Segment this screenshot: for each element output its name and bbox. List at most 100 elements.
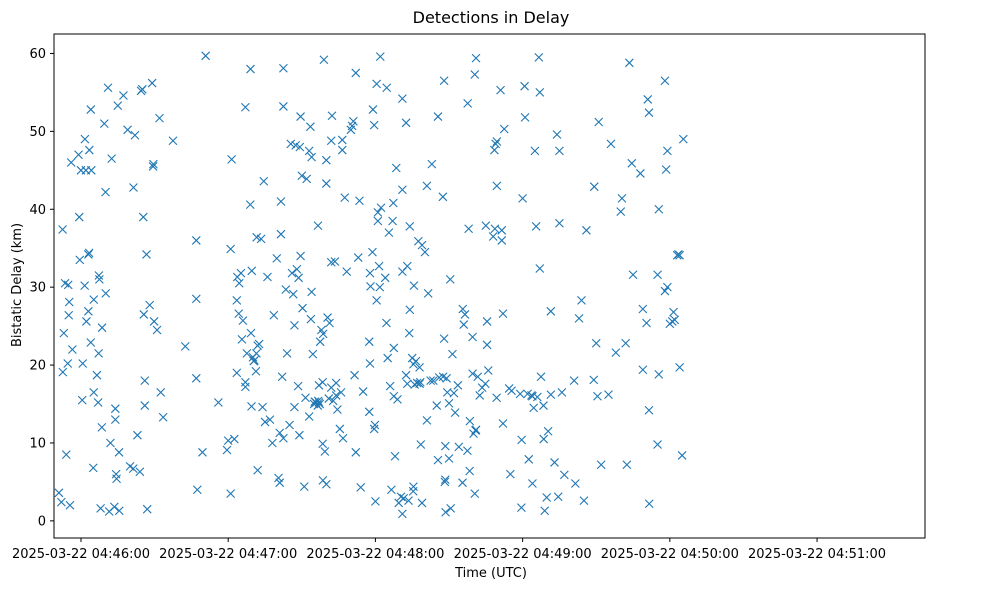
- data-point: [532, 392, 542, 402]
- data-point: [65, 500, 75, 510]
- data-point: [114, 447, 124, 457]
- data-point: [559, 470, 569, 480]
- data-point: [369, 120, 379, 130]
- data-point: [326, 136, 336, 146]
- data-point: [515, 389, 525, 399]
- data-point: [555, 218, 564, 228]
- data-point: [227, 155, 237, 164]
- data-point: [265, 415, 275, 424]
- y-tick-label: 0: [38, 514, 46, 529]
- data-point: [675, 250, 685, 260]
- data-point: [459, 320, 469, 329]
- data-point: [319, 55, 329, 65]
- data-point: [286, 139, 296, 149]
- y-axis: 0 10 20 30 40 50 60: [29, 47, 54, 529]
- data-point: [320, 447, 330, 456]
- data-point: [441, 507, 450, 517]
- data-point: [138, 212, 148, 222]
- plot-area: [54, 51, 688, 519]
- data-point: [66, 158, 76, 167]
- data-point: [139, 310, 149, 319]
- data-point: [281, 285, 291, 294]
- data-point: [226, 244, 236, 254]
- data-point: [368, 105, 378, 114]
- data-point: [365, 359, 375, 368]
- data-point: [442, 373, 451, 383]
- data-point: [198, 447, 207, 457]
- data-point: [535, 88, 545, 97]
- data-point: [97, 422, 107, 432]
- data-point: [263, 272, 272, 282]
- data-point: [368, 247, 377, 257]
- x-tick-label: 2025-03-22 04:50:00: [601, 547, 739, 562]
- data-point: [642, 318, 651, 328]
- plot-frame: [53, 33, 926, 539]
- data-point: [348, 116, 358, 126]
- data-point: [315, 337, 325, 347]
- data-point: [276, 197, 286, 206]
- data-point: [465, 466, 475, 476]
- data-point: [351, 68, 361, 78]
- y-tick-label: 20: [29, 359, 46, 374]
- data-point: [338, 433, 348, 443]
- data-point: [234, 309, 244, 319]
- data-point: [238, 316, 248, 326]
- data-point: [59, 328, 69, 338]
- data-point: [147, 78, 157, 88]
- data-point: [677, 451, 687, 460]
- data-point: [371, 496, 380, 506]
- data-point: [61, 450, 71, 460]
- data-point: [350, 370, 359, 380]
- data-point: [315, 399, 325, 409]
- data-point: [63, 280, 73, 290]
- data-point: [374, 261, 384, 271]
- data-point: [518, 193, 528, 203]
- data-point: [593, 391, 602, 401]
- data-point: [432, 401, 442, 410]
- data-point: [542, 493, 552, 502]
- data-point: [140, 376, 150, 386]
- data-point: [308, 349, 318, 359]
- data-point: [275, 478, 285, 488]
- data-point: [654, 204, 664, 214]
- data-point: [294, 273, 304, 283]
- data-point: [440, 441, 450, 451]
- data-point: [404, 328, 414, 338]
- data-point: [89, 295, 99, 305]
- data-point: [110, 404, 120, 414]
- data-point: [80, 134, 90, 144]
- data-point: [417, 498, 427, 508]
- data-point: [119, 91, 128, 100]
- data-point: [470, 489, 480, 498]
- data-point: [337, 145, 347, 155]
- data-point: [226, 489, 236, 498]
- data-point: [142, 250, 151, 259]
- data-point: [454, 442, 464, 452]
- data-point: [453, 380, 463, 390]
- data-point: [490, 224, 500, 234]
- y-tick-label: 50: [29, 125, 46, 140]
- data-point: [653, 440, 662, 449]
- data-point: [540, 506, 550, 516]
- data-point: [507, 386, 516, 396]
- data-point: [604, 390, 613, 400]
- data-point: [491, 139, 501, 149]
- data-point: [258, 402, 267, 412]
- data-point: [415, 363, 424, 372]
- data-point: [330, 257, 340, 266]
- data-point: [606, 139, 616, 149]
- data-point: [306, 122, 315, 132]
- data-point: [445, 274, 455, 284]
- data-point: [232, 368, 242, 378]
- data-point: [260, 417, 270, 427]
- data-point: [529, 403, 539, 413]
- data-point: [86, 105, 96, 114]
- data-point: [180, 341, 190, 351]
- data-point: [133, 430, 142, 440]
- data-point: [296, 112, 305, 121]
- data-point: [539, 434, 549, 444]
- data-point: [520, 81, 529, 91]
- data-point: [326, 257, 336, 267]
- data-point: [93, 398, 103, 407]
- data-point: [667, 317, 677, 326]
